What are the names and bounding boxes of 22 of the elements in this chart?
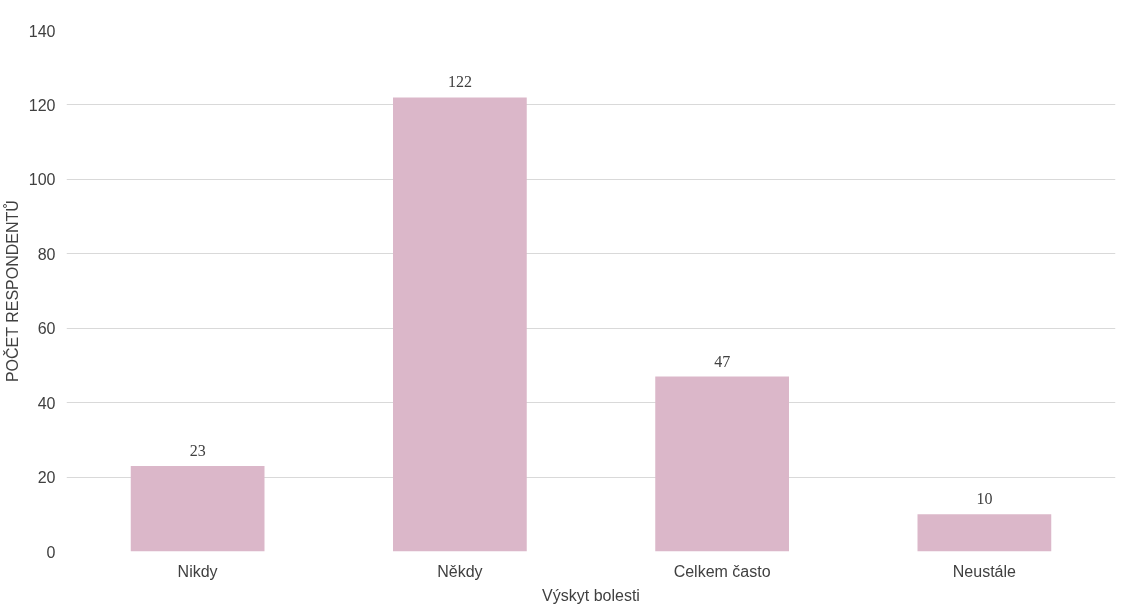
y-tick-label: 20 (37, 469, 56, 487)
bar (130, 465, 265, 552)
bar (655, 376, 789, 552)
y-tick-label: 100 (28, 171, 56, 189)
y-tick-label: 60 (37, 320, 56, 338)
y-tick-label: 120 (28, 96, 56, 114)
bar (393, 97, 527, 552)
data-label: 122 (447, 73, 472, 91)
x-tick-label: Někdy (437, 562, 483, 580)
y-tick-label: 80 (37, 245, 56, 263)
x-tick-label: Nikdy (177, 562, 218, 580)
y-tick-label: 140 (28, 22, 56, 40)
bar (917, 514, 1052, 552)
y-tick-label: 0 (46, 543, 56, 561)
data-label: 10 (976, 490, 993, 508)
x-axis-title: Výskyt bolesti (542, 586, 640, 604)
data-label: 23 (189, 441, 206, 459)
y-tick-label: 40 (37, 394, 56, 412)
y-axis-title: POČET RESPONDENTŮ (2, 200, 21, 383)
x-tick-label: Celkem často (673, 562, 771, 580)
x-tick-label: Neustále (952, 562, 1017, 580)
data-label: 47 (714, 352, 731, 370)
